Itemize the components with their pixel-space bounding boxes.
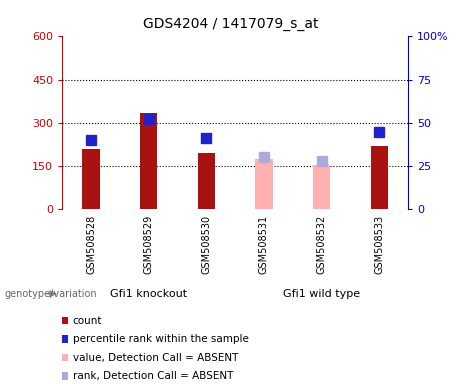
Text: Gfi1 knockout: Gfi1 knockout — [110, 289, 187, 299]
Text: rank, Detection Call = ABSENT: rank, Detection Call = ABSENT — [73, 371, 233, 381]
Text: genotype/variation: genotype/variation — [5, 289, 97, 299]
Bar — [313, 165, 330, 209]
Text: count: count — [73, 316, 102, 326]
Text: GSM508528: GSM508528 — [86, 215, 96, 274]
Bar — [198, 153, 215, 209]
Text: GSM508529: GSM508529 — [144, 215, 154, 274]
Text: percentile rank within the sample: percentile rank within the sample — [73, 334, 249, 344]
Bar — [255, 159, 272, 209]
Bar — [140, 113, 157, 209]
Text: Gfi1 wild type: Gfi1 wild type — [283, 289, 360, 299]
Text: GSM508533: GSM508533 — [374, 215, 384, 274]
Text: GSM508531: GSM508531 — [259, 215, 269, 274]
Bar — [371, 146, 388, 209]
Text: GSM508532: GSM508532 — [317, 215, 326, 274]
Text: GDS4204 / 1417079_s_at: GDS4204 / 1417079_s_at — [143, 17, 318, 31]
Text: value, Detection Call = ABSENT: value, Detection Call = ABSENT — [73, 353, 238, 362]
Bar — [83, 149, 100, 209]
Text: GSM508530: GSM508530 — [201, 215, 211, 274]
